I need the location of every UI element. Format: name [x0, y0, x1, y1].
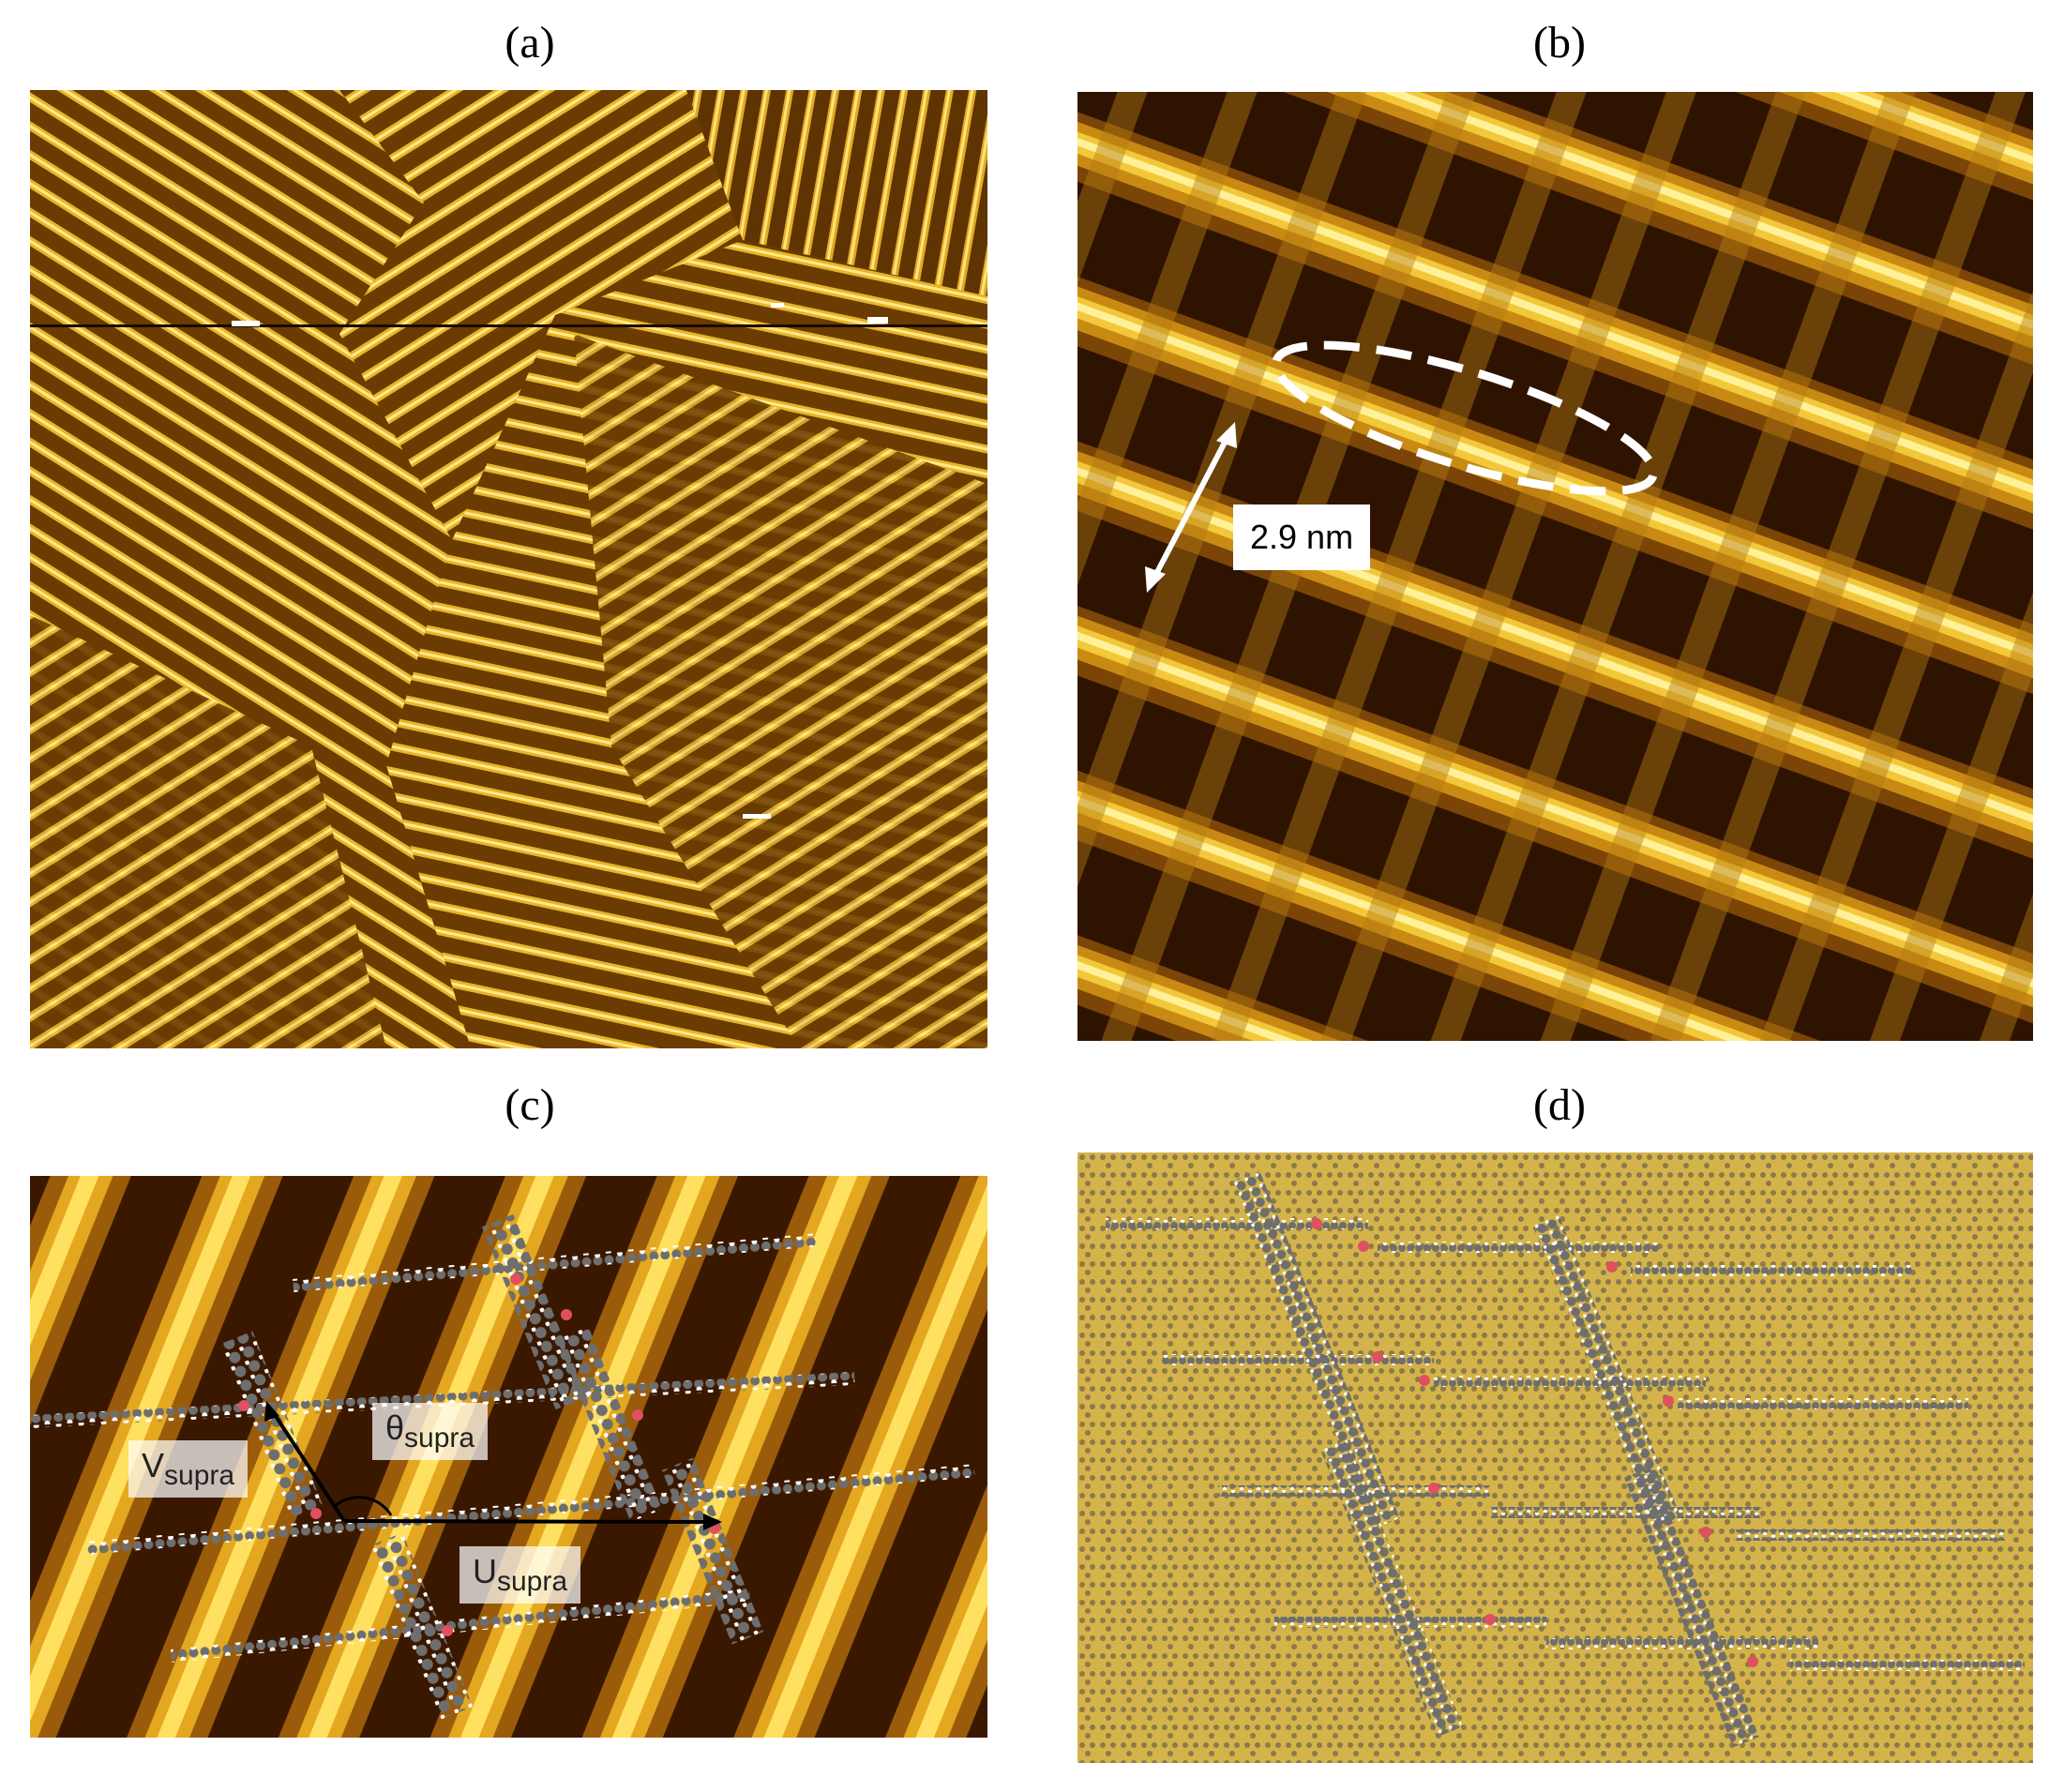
v-supra-label: Vsupra	[128, 1440, 249, 1498]
model-alkyl-chains	[1106, 1218, 2025, 1671]
panel-d-molecular-model	[1077, 1152, 2033, 1763]
scale-label-box: 2.9 nm	[1233, 504, 1371, 570]
panel-b-stm-image: 2.9 nm	[1077, 92, 2033, 1041]
theta-supra-sub: supra	[404, 1423, 475, 1454]
alkyl-chains	[30, 1233, 975, 1663]
model-oxygen-atoms	[1311, 1218, 1758, 1667]
panel-d-label: (d)	[1533, 1080, 1586, 1130]
theta-supra-label: θsupra	[372, 1403, 489, 1461]
panel-a-stm-image	[30, 90, 987, 1048]
panel-c-stm-model: Vsupra θsupra Usupra	[30, 1176, 987, 1738]
panel-b-label: (b)	[1533, 18, 1586, 68]
panel-a-label: (a)	[505, 18, 555, 68]
model-aromatic-cores	[1233, 1169, 1759, 1748]
v-supra-main: V	[142, 1446, 165, 1484]
scale-label: 2.9 nm	[1250, 518, 1354, 556]
v-supra-sub: supra	[164, 1460, 235, 1492]
oxygen-atoms	[238, 1273, 720, 1636]
panel-c-label: (c)	[505, 1080, 555, 1130]
unit-cell-vectors	[264, 1401, 722, 1530]
molecule-highlight-ellipse	[1272, 340, 1658, 496]
aromatic-cores	[220, 1213, 764, 1720]
u-supra-main: U	[473, 1552, 497, 1590]
u-supra-sub: supra	[497, 1566, 568, 1598]
theta-supra-main: θ	[385, 1408, 405, 1447]
period-double-arrow	[1145, 422, 1237, 593]
u-supra-label: Usupra	[460, 1546, 581, 1604]
